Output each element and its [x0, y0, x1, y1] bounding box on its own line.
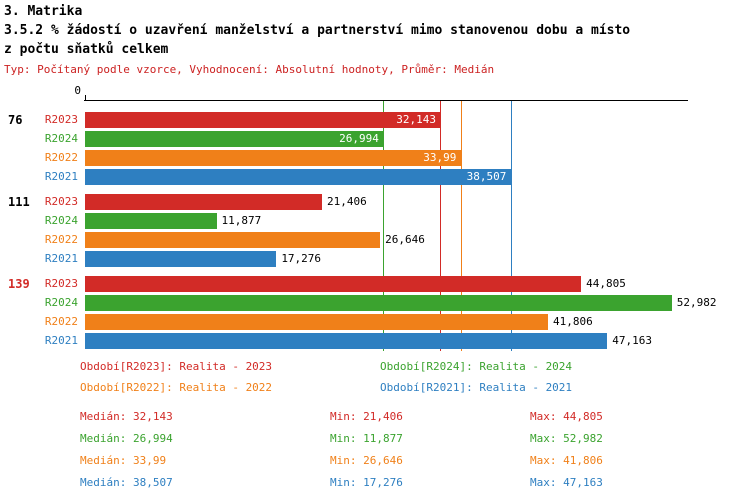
group-label: 139	[8, 277, 30, 291]
page-subtitle-line2: z počtu sňatků celkem	[4, 42, 169, 57]
stat-max: Max: 44,805	[530, 410, 603, 423]
series-row-label: R2022	[44, 315, 78, 328]
bar-value-label: 33,99	[423, 151, 457, 164]
chart-meta-info: Typ: Počítaný podle vzorce, Vyhodnocení:…	[4, 63, 495, 76]
legend-item-r2021: Období[R2021]: Realita - 2021	[380, 381, 573, 394]
median-line	[510, 100, 512, 351]
legend-item-r2024: Období[R2024]: Realita - 2024	[380, 360, 573, 373]
x-axis	[84, 100, 688, 101]
stat-min: Min: 11,877	[330, 432, 403, 445]
stat-max: Max: 41,806	[530, 454, 603, 467]
legend-item-r2023: Období[R2023]: Realita - 2023	[80, 360, 273, 373]
median-line	[440, 100, 442, 351]
series-row-label: R2022	[44, 151, 78, 164]
axis-tick	[85, 95, 86, 100]
series-row-label: R2023	[44, 113, 78, 126]
bar	[85, 194, 323, 210]
bar-value-label: 17,276	[281, 252, 322, 265]
bar	[85, 314, 548, 330]
stat-median: Medián: 26,994	[80, 432, 173, 445]
median-line	[460, 100, 462, 351]
bar	[85, 213, 217, 229]
bar-value-label: 32,143	[396, 113, 436, 126]
bar	[85, 333, 608, 349]
stat-min: Min: 21,406	[330, 410, 403, 423]
series-row-label: R2023	[44, 195, 78, 208]
bar	[85, 276, 582, 292]
bar	[85, 169, 512, 185]
series-row-label: R2022	[44, 233, 78, 246]
stat-min: Min: 26,646	[330, 454, 403, 467]
bar-value-label: 47,163	[612, 334, 653, 347]
page-title: 3. Matrika	[4, 4, 83, 19]
legend-item-r2022: Období[R2022]: Realita - 2022	[80, 381, 273, 394]
bar-value-label: 41,806	[552, 315, 593, 328]
group-label: 76	[8, 113, 23, 127]
bar-value-label: 44,805	[586, 277, 626, 290]
stat-min: Min: 17,276	[330, 476, 403, 489]
series-row-label: R2021	[44, 252, 78, 265]
stat-median: Medián: 38,507	[80, 476, 173, 489]
bar	[85, 150, 462, 166]
group-label: 111	[8, 195, 30, 209]
bar	[85, 131, 384, 147]
stat-median: Medián: 33,99	[80, 454, 167, 467]
axis-tick-label: 0	[74, 84, 81, 97]
bar-value-label: 26,646	[385, 233, 425, 246]
bar	[85, 251, 277, 267]
bar-value-label: 52,982	[676, 296, 717, 309]
bar	[85, 295, 672, 311]
bar-value-label: 11,877	[221, 214, 262, 227]
stat-max: Max: 52,982	[530, 432, 603, 445]
page-subtitle-line1: 3.5.2 % žádostí o uzavření manželství a …	[4, 23, 631, 38]
series-row-label: R2021	[44, 170, 78, 183]
stat-max: Max: 47,163	[530, 476, 603, 489]
series-row-label: R2024	[44, 296, 78, 309]
stat-median: Medián: 32,143	[80, 410, 173, 423]
bar-value-label: 38,507	[466, 170, 507, 183]
series-row-label: R2024	[44, 132, 78, 145]
series-row-label: R2024	[44, 214, 78, 227]
bar	[85, 232, 381, 248]
bar-value-label: 26,994	[339, 132, 379, 145]
series-row-label: R2021	[44, 334, 78, 347]
bar	[85, 112, 441, 128]
series-row-label: R2023	[44, 277, 78, 290]
median-line	[383, 100, 385, 351]
bar-value-label: 21,406	[327, 195, 367, 208]
